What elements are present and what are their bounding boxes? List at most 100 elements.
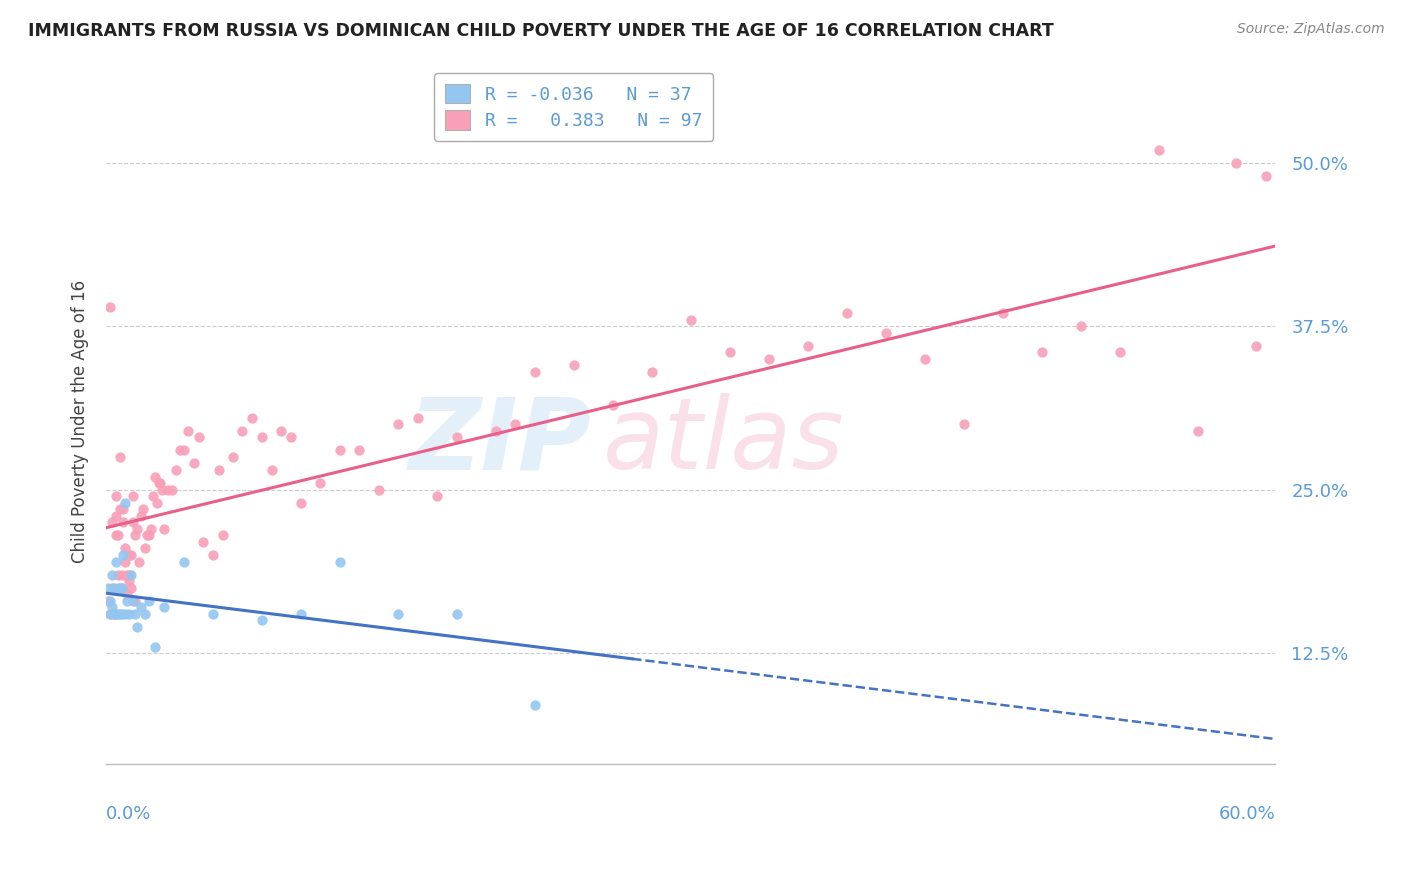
Point [991, 306, 1014, 320]
Text: Source: ZipAtlas.com: Source: ZipAtlas.com [1237, 22, 1385, 37]
Text: 0.0%: 0.0% [105, 805, 152, 823]
Point [110, 567, 132, 582]
Point [329, 443, 352, 458]
Point [103, 581, 125, 595]
Point [142, 489, 165, 503]
Point [103, 607, 125, 621]
Text: 60.0%: 60.0% [1219, 805, 1275, 823]
Point [173, 555, 195, 569]
Point [1108, 345, 1130, 359]
Point [240, 410, 263, 425]
Point [177, 424, 200, 438]
Text: atlas: atlas [603, 393, 845, 490]
Point [387, 607, 409, 621]
Text: IMMIGRANTS FROM RUSSIA VS DOMINICAN CHILD POVERTY UNDER THE AGE OF 16 CORRELATIO: IMMIGRANTS FROM RUSSIA VS DOMINICAN CHIL… [28, 22, 1054, 40]
Y-axis label: Child Poverty Under the Age of 16: Child Poverty Under the Age of 16 [72, 279, 89, 563]
Point [114, 496, 136, 510]
Point [169, 443, 191, 458]
Point [1147, 143, 1170, 157]
Point [134, 541, 156, 556]
Point [100, 516, 122, 530]
Point [112, 502, 135, 516]
Point [110, 581, 132, 595]
Point [426, 489, 449, 503]
Point [139, 522, 162, 536]
Point [1254, 169, 1277, 183]
Point [1225, 155, 1247, 169]
Point [718, 345, 741, 359]
Point [129, 508, 152, 523]
Point [110, 581, 132, 595]
Point [183, 457, 205, 471]
Point [875, 326, 897, 340]
Point [118, 567, 141, 582]
Point [188, 430, 211, 444]
Point [952, 417, 974, 432]
Point [114, 541, 136, 556]
Point [124, 528, 146, 542]
Point [523, 698, 546, 713]
Point [202, 548, 225, 562]
Point [100, 581, 122, 595]
Point [250, 614, 273, 628]
Point [250, 430, 273, 444]
Point [835, 306, 858, 320]
Point [114, 555, 136, 569]
Point [98, 607, 121, 621]
Point [138, 528, 160, 542]
Point [135, 528, 157, 542]
Point [98, 594, 121, 608]
Point [127, 522, 149, 536]
Point [104, 508, 127, 523]
Point [157, 483, 180, 497]
Point [387, 417, 409, 432]
Point [173, 443, 195, 458]
Point [138, 594, 160, 608]
Point [148, 476, 170, 491]
Point [212, 528, 235, 542]
Point [100, 567, 122, 582]
Point [503, 417, 526, 432]
Point [117, 587, 139, 601]
Point [329, 555, 352, 569]
Point [120, 581, 142, 595]
Point [679, 312, 702, 326]
Point [280, 430, 302, 444]
Point [118, 548, 141, 562]
Point [127, 620, 149, 634]
Point [129, 600, 152, 615]
Point [290, 496, 312, 510]
Point [152, 483, 174, 497]
Point [562, 359, 585, 373]
Point [406, 410, 429, 425]
Point [796, 339, 818, 353]
Point [120, 548, 142, 562]
Point [523, 365, 546, 379]
Point [107, 581, 129, 595]
Point [309, 476, 332, 491]
Point [231, 424, 253, 438]
Point [193, 535, 215, 549]
Point [153, 522, 176, 536]
Legend: R = -0.036   N = 37, R =   0.383   N = 97: R = -0.036 N = 37, R = 0.383 N = 97 [434, 73, 713, 141]
Point [104, 555, 127, 569]
Text: ZIP: ZIP [408, 393, 592, 490]
Point [446, 430, 468, 444]
Point [132, 502, 155, 516]
Point [367, 483, 389, 497]
Point [143, 640, 166, 654]
Point [349, 443, 371, 458]
Point [122, 516, 145, 530]
Point [446, 607, 468, 621]
Point [98, 607, 121, 621]
Point [108, 607, 131, 621]
Point [103, 607, 125, 621]
Point [1070, 319, 1092, 334]
Point [107, 607, 129, 621]
Point [1031, 345, 1053, 359]
Point [100, 600, 122, 615]
Point [1187, 424, 1209, 438]
Point [112, 548, 135, 562]
Point [104, 489, 127, 503]
Point [97, 581, 120, 595]
